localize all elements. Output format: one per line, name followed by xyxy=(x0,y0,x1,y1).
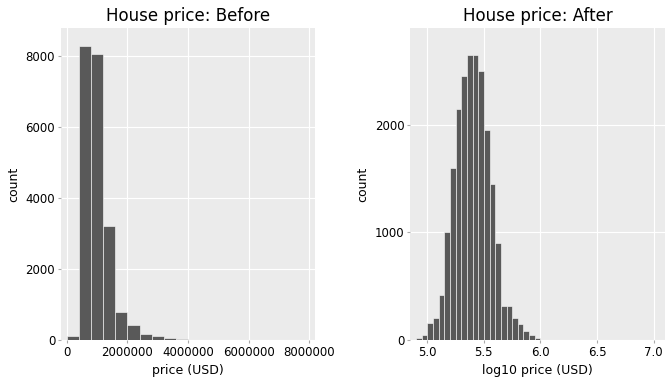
Y-axis label: count: count xyxy=(7,166,20,202)
Bar xyxy=(91,55,103,340)
X-axis label: price (USD): price (USD) xyxy=(153,364,224,377)
Bar xyxy=(152,336,164,340)
Bar xyxy=(140,334,152,340)
Bar xyxy=(439,295,444,340)
Bar xyxy=(507,306,512,340)
Bar xyxy=(67,336,79,340)
Bar xyxy=(484,130,489,340)
X-axis label: log10 price (USD): log10 price (USD) xyxy=(482,364,593,377)
Bar xyxy=(523,331,529,340)
Y-axis label: count: count xyxy=(357,166,370,202)
Bar xyxy=(478,71,484,340)
Bar xyxy=(456,109,461,340)
Bar xyxy=(176,339,188,340)
Bar xyxy=(461,76,467,340)
Bar xyxy=(529,334,535,340)
Bar xyxy=(164,338,176,340)
Bar xyxy=(495,243,501,340)
Bar xyxy=(518,324,523,340)
Bar xyxy=(501,306,507,340)
Bar xyxy=(433,318,439,340)
Bar xyxy=(427,323,433,340)
Title: House price: Before: House price: Before xyxy=(106,7,270,25)
Bar xyxy=(535,338,540,340)
Bar xyxy=(79,46,91,340)
Bar xyxy=(128,325,140,340)
Bar xyxy=(512,318,518,340)
Bar xyxy=(467,55,472,340)
Bar xyxy=(416,338,421,340)
Bar xyxy=(450,168,456,340)
Bar xyxy=(421,334,427,340)
Bar xyxy=(444,232,450,340)
Bar xyxy=(116,311,128,340)
Title: House price: After: House price: After xyxy=(463,7,612,25)
Bar xyxy=(489,184,495,340)
Bar xyxy=(472,55,478,340)
Bar xyxy=(103,227,116,340)
